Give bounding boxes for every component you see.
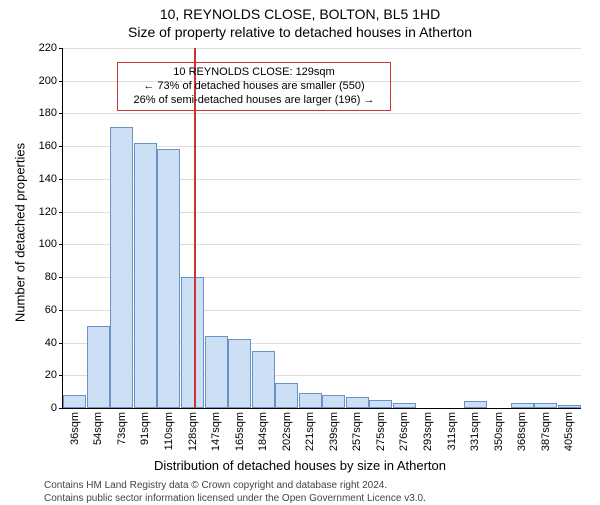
y-tick-label: 0	[27, 402, 57, 414]
plot-area: 02040608010012014016018020022036sqm54sqm…	[62, 48, 581, 409]
y-tick-mark	[59, 408, 63, 409]
footnote: Contains HM Land Registry data © Crown c…	[44, 480, 426, 505]
y-tick-mark	[59, 48, 63, 49]
bar	[346, 397, 369, 408]
x-tick-label: 405sqm	[563, 412, 575, 451]
footnote-line-1: Contains HM Land Registry data © Crown c…	[44, 480, 426, 493]
bar	[558, 405, 581, 408]
annotation-line-1: 10 REYNOLDS CLOSE: 129sqm	[124, 66, 384, 80]
x-tick-label: 368sqm	[516, 412, 528, 451]
y-tick-label: 220	[27, 42, 57, 54]
bar	[534, 403, 557, 408]
x-tick-label: 165sqm	[234, 412, 246, 451]
annotation-line-2: ← 73% of detached houses are smaller (55…	[124, 80, 384, 94]
y-tick-mark	[59, 343, 63, 344]
y-tick-label: 160	[27, 140, 57, 152]
y-tick-label: 200	[27, 75, 57, 87]
x-tick-label: 331sqm	[469, 412, 481, 451]
x-tick-label: 91sqm	[139, 412, 151, 445]
x-tick-label: 257sqm	[351, 412, 363, 451]
bar	[369, 400, 392, 408]
bar	[205, 336, 228, 408]
y-tick-label: 60	[27, 304, 57, 316]
y-tick-mark	[59, 212, 63, 213]
y-tick-mark	[59, 81, 63, 82]
y-tick-label: 140	[27, 173, 57, 185]
x-tick-label: 73sqm	[116, 412, 128, 445]
bar	[275, 383, 298, 408]
y-tick-mark	[59, 244, 63, 245]
x-tick-label: 276sqm	[398, 412, 410, 451]
title-line-1: 10, REYNOLDS CLOSE, BOLTON, BL5 1HD	[0, 6, 600, 22]
x-tick-label: 54sqm	[92, 412, 104, 445]
bar	[134, 143, 157, 408]
bar	[110, 127, 133, 408]
bar	[228, 339, 251, 408]
x-axis-label: Distribution of detached houses by size …	[0, 458, 600, 473]
bar	[322, 395, 345, 408]
y-axis-label: Number of detached properties	[13, 63, 28, 403]
annotation-box: 10 REYNOLDS CLOSE: 129sqm ← 73% of detac…	[117, 62, 391, 111]
annotation-line-3: 26% of semi-detached houses are larger (…	[124, 94, 384, 108]
bar	[464, 401, 487, 408]
x-tick-label: 202sqm	[281, 412, 293, 451]
bar	[393, 403, 416, 408]
x-tick-label: 184sqm	[257, 412, 269, 451]
gridline	[63, 48, 581, 49]
y-tick-mark	[59, 375, 63, 376]
x-tick-label: 128sqm	[187, 412, 199, 451]
x-tick-label: 36sqm	[69, 412, 81, 445]
y-tick-label: 20	[27, 369, 57, 381]
gridline	[63, 113, 581, 114]
bar	[252, 351, 275, 408]
title-line-2: Size of property relative to detached ho…	[0, 24, 600, 40]
bar	[299, 393, 322, 408]
y-tick-label: 180	[27, 107, 57, 119]
bar	[63, 395, 86, 408]
x-tick-label: 221sqm	[304, 412, 316, 451]
bar	[511, 403, 534, 408]
bar	[157, 149, 180, 408]
y-tick-label: 40	[27, 337, 57, 349]
y-tick-mark	[59, 146, 63, 147]
y-tick-mark	[59, 277, 63, 278]
x-tick-label: 275sqm	[375, 412, 387, 451]
y-tick-label: 80	[27, 271, 57, 283]
x-tick-label: 350sqm	[493, 412, 505, 451]
y-tick-mark	[59, 113, 63, 114]
chart-container: 10, REYNOLDS CLOSE, BOLTON, BL5 1HD Size…	[0, 0, 600, 500]
bar	[87, 326, 110, 408]
footnote-line-2: Contains public sector information licen…	[44, 493, 426, 505]
bar	[181, 277, 204, 408]
y-tick-label: 100	[27, 238, 57, 250]
x-tick-label: 147sqm	[210, 412, 222, 451]
x-tick-label: 239sqm	[328, 412, 340, 451]
y-tick-mark	[59, 310, 63, 311]
x-tick-label: 311sqm	[446, 412, 458, 450]
y-tick-mark	[59, 179, 63, 180]
y-tick-label: 120	[27, 206, 57, 218]
x-tick-label: 387sqm	[540, 412, 552, 451]
x-tick-label: 293sqm	[422, 412, 434, 451]
x-tick-label: 110sqm	[163, 412, 175, 450]
